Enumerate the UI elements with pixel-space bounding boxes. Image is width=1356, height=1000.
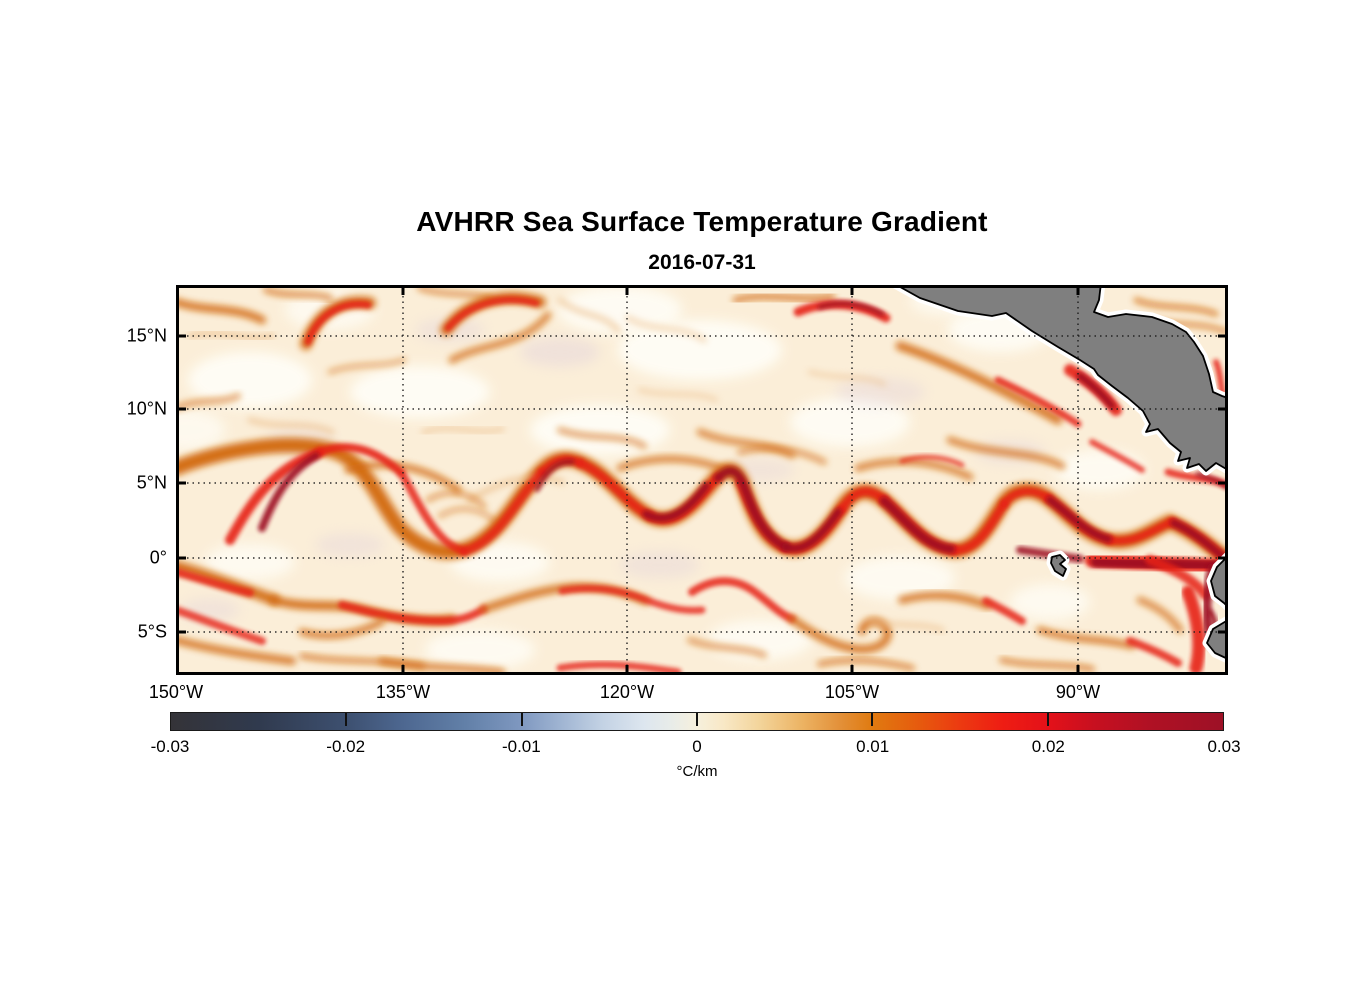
colorbar-tick-label: 0.01 xyxy=(856,737,890,756)
x-tick-label: 135°W xyxy=(375,682,431,702)
figure-title: AVHRR Sea Surface Temperature Gradient xyxy=(416,206,988,237)
colorbar-tick-label: 0 xyxy=(692,737,702,756)
colorbar-tick xyxy=(871,713,874,726)
colorbar-tick xyxy=(696,713,698,726)
x-tick-label: 150°W xyxy=(148,682,204,702)
map-panel xyxy=(174,285,1228,675)
x-tick-label: 105°W xyxy=(824,682,880,702)
x-tick-label: 90°W xyxy=(1055,682,1101,702)
colorbar-tick-label: -0.01 xyxy=(501,737,541,756)
map-field-svg xyxy=(174,285,1228,675)
colorbar-tick xyxy=(345,713,348,726)
y-tick-label: 5°S xyxy=(137,621,167,642)
colorbar-tick-label: 0.03 xyxy=(1207,737,1241,756)
y-tick-label: 15°N xyxy=(126,325,167,346)
y-tick-label: 10°N xyxy=(126,398,167,419)
colorbar xyxy=(170,712,1224,731)
colorbar-tick-label: -0.03 xyxy=(150,737,190,756)
colorbar-tick-label: -0.02 xyxy=(326,737,366,756)
colorbar-tick xyxy=(520,713,523,726)
colorbar-tick-label: 0.02 xyxy=(1031,737,1065,756)
y-tick-label: 0° xyxy=(149,547,167,568)
colorbar-unit-label: °C/km xyxy=(676,763,718,780)
colorbar-tick xyxy=(1046,713,1049,726)
y-tick-label: 5°N xyxy=(136,472,167,493)
figure-subtitle: 2016-07-31 xyxy=(648,251,756,274)
x-tick-label: 120°W xyxy=(599,682,655,702)
